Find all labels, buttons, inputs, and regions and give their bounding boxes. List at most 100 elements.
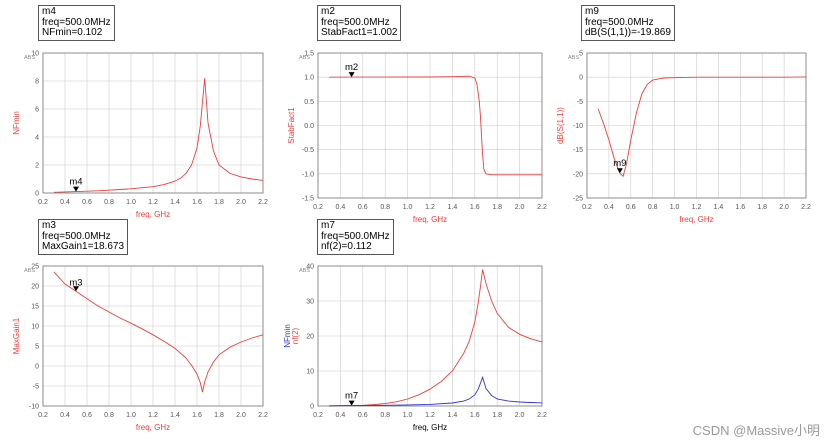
y-tick-label: -1.5 xyxy=(302,196,314,203)
x-tick-label: 2.2 xyxy=(258,412,268,419)
x-tick-label: 2.0 xyxy=(515,412,525,419)
y-axis-label: dB(S(1,1)) xyxy=(556,107,565,144)
marker-label: m7 xyxy=(345,391,358,402)
y-tick-label: 0 xyxy=(579,75,583,82)
marker-m3 xyxy=(73,286,79,292)
x-tick-label: 0.6 xyxy=(82,199,92,206)
marker-label: m3 xyxy=(69,277,82,288)
x-tick-label: 2.2 xyxy=(801,204,811,211)
y-tick-label: 10 xyxy=(31,51,39,58)
marker-label: m4 xyxy=(69,177,82,188)
readout-line: StabFact1=1.002 xyxy=(321,27,398,38)
readout-m7: m7 freq=500.0MHz nf(2)=0.112 xyxy=(317,219,394,255)
chart-nfmin: 0.2 0.4 0.6 0.8 1.0 1.2 1.4 1.6 1.8 2.0 2.2 0 2 4 6 8 10… xyxy=(12,51,268,220)
y-tick-label: 0.0 xyxy=(304,123,314,130)
x-tick-label: 1.6 xyxy=(470,412,480,419)
y-tick-label: 10 xyxy=(31,324,39,331)
x-tick-label: 1.0 xyxy=(126,412,136,419)
y-tick-label: 20 xyxy=(306,334,314,341)
marker-label: m9 xyxy=(613,158,626,169)
y-tick-label: 0.5 xyxy=(304,99,314,106)
y-tick-label: 25 xyxy=(31,264,39,271)
readout-line: m9 xyxy=(585,6,599,17)
marker-m7 xyxy=(348,400,355,406)
y-tick-label: 1.5 xyxy=(304,51,314,58)
plot-frame xyxy=(42,52,264,194)
x-tick-label: 0.2 xyxy=(38,199,48,206)
y-tick-label: 20 xyxy=(31,284,39,291)
x-tick-label: 1.0 xyxy=(126,199,136,206)
x-tick-label: 0.8 xyxy=(380,204,390,211)
x-tick-label: 0.2 xyxy=(38,412,48,419)
chart-nf2: 0.2 0.4 0.6 0.8 1.0 1.2 1.4 1.6 1.8 2.0 2.2 0 10 20 30… xyxy=(283,264,547,433)
x-tick-label: 1.8 xyxy=(214,199,224,206)
readout-line: MaxGain1=18.673 xyxy=(42,241,125,252)
x-tick-label: 1.2 xyxy=(425,412,435,419)
y-tick-label: -0.5 xyxy=(302,147,314,154)
readout-m3: m3 freq=500.0MHz MaxGain1=18.673 xyxy=(38,219,129,255)
readout-line: NFmin=0.102 xyxy=(42,27,103,38)
x-tick-label: 1.2 xyxy=(692,204,702,211)
scale-note: ABS xyxy=(24,55,35,61)
x-axis-label: freq, GHz xyxy=(413,423,447,432)
x-tick-label: 0.4 xyxy=(336,204,346,211)
watermark: CSDN @Massive小明 xyxy=(692,423,820,438)
y-tick-label: -10 xyxy=(29,404,39,411)
x-tick-label: 0.6 xyxy=(82,412,92,419)
x-axis-label: freq, GHz xyxy=(136,423,170,432)
x-tick-label: 1.2 xyxy=(148,199,158,206)
chart-maxgain: 0.2 0.4 0.6 0.8 1.0 1.2 1.4 1.6 1.8 2.0 2.2 -10 -5 0 5… xyxy=(12,264,268,433)
chart-s11: 0.2 0.4 0.6 0.8 1.0 1.2 1.4 1.6 1.8 2.0 2.2 -25 -20 -… xyxy=(556,51,811,225)
x-tick-label: 1.8 xyxy=(757,204,767,211)
x-tick-label: 1.0 xyxy=(403,204,413,211)
x-tick-label: 0.8 xyxy=(648,204,658,211)
marker-m4 xyxy=(73,186,79,192)
marker-m9 xyxy=(616,168,623,174)
y-tick-label: 0 xyxy=(310,404,314,411)
x-tick-label: 0.6 xyxy=(626,204,636,211)
x-tick-label: 0.8 xyxy=(380,412,390,419)
plot-frame xyxy=(317,265,543,407)
x-tick-label: 2.0 xyxy=(236,412,246,419)
y-tick-label: -10 xyxy=(573,123,583,130)
y-axis-label: MaxGain1 xyxy=(12,317,21,354)
x-tick-label: 0.4 xyxy=(336,412,346,419)
y-tick-label: 10 xyxy=(306,369,314,376)
series-line-nf-2- xyxy=(329,269,543,407)
readout-line: dB(S(1,1))=-19.869 xyxy=(585,27,671,38)
x-axis-label: freq, GHz xyxy=(413,215,447,224)
x-tick-label: 1.0 xyxy=(403,412,413,419)
readout-line: m2 xyxy=(321,6,335,17)
readout-line: m7 xyxy=(321,220,335,231)
x-tick-label: 1.4 xyxy=(170,199,180,206)
y-tick-label: 1.0 xyxy=(304,75,314,82)
series-line-0 xyxy=(53,271,264,393)
readout-line: freq=500.0MHz xyxy=(321,16,390,28)
y-tick-label: -15 xyxy=(573,147,583,154)
y-tick-label: 2 xyxy=(35,163,39,170)
x-tick-label: 1.4 xyxy=(170,412,180,419)
y-axis-label: NFmin xyxy=(283,324,292,348)
x-tick-label: 0.4 xyxy=(60,412,70,419)
x-tick-label: 1.8 xyxy=(214,412,224,419)
x-tick-label: 0.4 xyxy=(604,204,614,211)
x-tick-label: 0.4 xyxy=(60,199,70,206)
x-tick-label: 1.0 xyxy=(670,204,680,211)
x-tick-label: 1.2 xyxy=(148,412,158,419)
y-tick-label: 5 xyxy=(579,51,583,58)
readout-line: freq=500.0MHz xyxy=(42,230,111,242)
x-tick-label: 2.0 xyxy=(779,204,789,211)
readout-line: m3 xyxy=(42,220,56,231)
x-tick-label: 2.2 xyxy=(537,204,547,211)
x-axis-label: freq, GHz xyxy=(136,210,170,219)
x-tick-label: 1.6 xyxy=(735,204,745,211)
y-axis-label: NFmin xyxy=(12,111,21,135)
marker-m2 xyxy=(348,72,355,78)
series-line-0 xyxy=(329,75,542,176)
readout-line: m4 xyxy=(42,6,56,17)
y-tick-label: 8 xyxy=(35,79,39,86)
plot-frame xyxy=(586,52,807,199)
readout-line: nf(2)=0.112 xyxy=(321,241,372,252)
x-tick-label: 0.6 xyxy=(358,412,368,419)
